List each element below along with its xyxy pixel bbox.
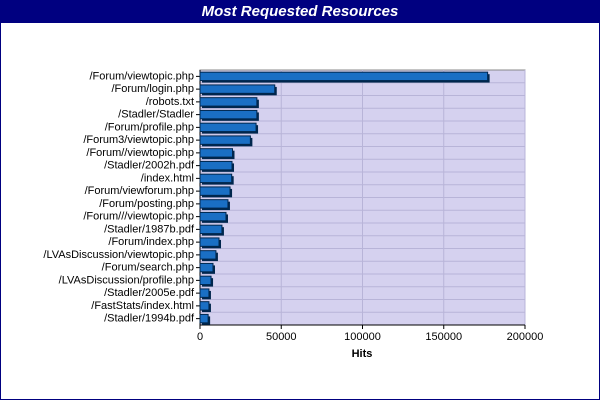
y-tick-label: /index.html (141, 172, 194, 184)
y-tick-label: /Forum/profile.php (105, 121, 194, 133)
y-tick-label: /Forum/viewforum.php (85, 185, 194, 197)
bar (199, 148, 233, 158)
bar (199, 186, 231, 196)
y-tick-label: /Forum/viewtopic.php (89, 70, 194, 82)
y-tick-label: /LVAsDiscussion/profile.php (59, 274, 194, 286)
bar (199, 288, 210, 298)
x-tick-label: 50000 (266, 331, 297, 343)
bar (199, 122, 257, 133)
bar (199, 173, 233, 184)
y-tick-label: /Stadler/1987b.pdf (104, 223, 195, 235)
y-tick-label: /Stadler/2002h.pdf (104, 160, 195, 172)
bar (199, 262, 214, 273)
bar (199, 301, 210, 311)
y-tick-label: /Stadler/2005e.pdf (104, 287, 195, 299)
x-tick-label: 100000 (344, 331, 381, 343)
bar (199, 275, 212, 286)
bar (199, 237, 220, 247)
x-tick-label: 150000 (425, 331, 462, 343)
y-tick-label: /Stadler/Stadler (118, 109, 194, 121)
y-tick-label: /LVAsDiscussion/viewtopic.php (43, 249, 194, 261)
bar (199, 160, 233, 171)
y-tick-label: /Forum//viewtopic.php (86, 147, 194, 159)
bar (199, 109, 258, 120)
y-tick-label: /robots.txt (146, 96, 194, 108)
bar (199, 84, 276, 94)
y-tick-label: /FastStats/index.html (91, 300, 194, 312)
y-tick-label: /Forum/posting.php (99, 198, 194, 210)
y-tick-label: /Forum/login.php (111, 83, 194, 95)
bar (199, 71, 489, 82)
title-bar (1, 1, 599, 23)
bar (199, 250, 217, 260)
y-tick-label: /Forum3/viewtopic.php (83, 134, 194, 146)
bar (199, 313, 209, 324)
y-tick-label: /Stadler/1994b.pdf (104, 313, 195, 325)
x-tick-label: 200000 (507, 331, 544, 343)
bar (199, 211, 227, 222)
bar (199, 97, 258, 107)
chart-title: Most Requested Resources (202, 3, 399, 20)
x-axis-title: Hits (352, 348, 373, 360)
x-tick-label: 0 (197, 331, 203, 343)
bar (199, 135, 251, 145)
bar (199, 224, 223, 235)
y-tick-label: /Forum/index.php (108, 236, 194, 248)
y-tick-label: /Forum/search.php (102, 262, 194, 274)
bar (199, 199, 229, 209)
y-tick-label: /Forum///viewtopic.php (83, 211, 194, 223)
